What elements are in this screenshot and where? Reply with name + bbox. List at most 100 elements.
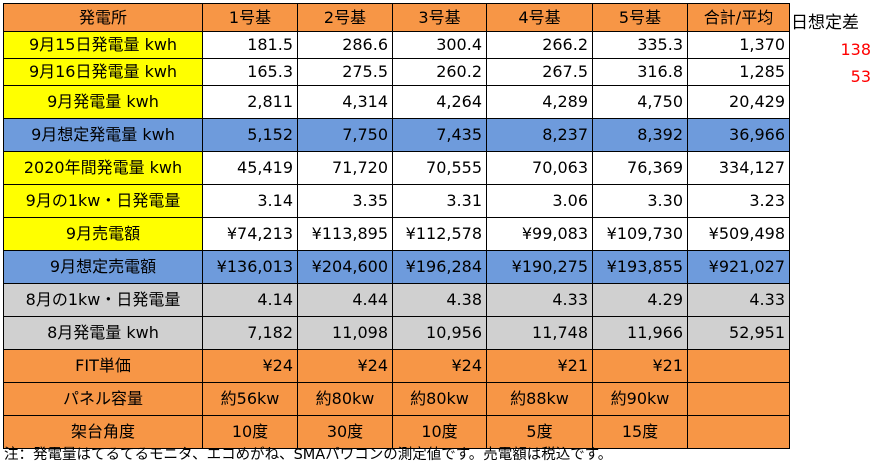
table-cell: 30度 — [297, 415, 393, 449]
table-cell: 165.3 — [202, 58, 298, 86]
table-cell: 181.5 — [202, 31, 298, 59]
table-cell: 275.5 — [297, 58, 393, 86]
table-cell: 1,285 — [687, 58, 790, 86]
table-row: 9月売電額 ¥74,213 ¥113,895 ¥112,578 ¥99,083 … — [3, 217, 790, 251]
row-label: 2020年間発電量 kwh — [3, 151, 203, 185]
table-cell: 約56kw — [202, 382, 298, 416]
power-generation-table: 発電所 1号基 2号基 3号基 4号基 5号基 合計/平均 9月15日発電量 k… — [3, 3, 790, 449]
table-cell: 11,966 — [592, 316, 688, 350]
table-cell: 約80kw — [297, 382, 393, 416]
table-cell: 3.30 — [592, 184, 688, 218]
table-cell: 4,314 — [297, 85, 393, 119]
table-cell: 3.35 — [297, 184, 393, 218]
table-cell: ¥21 — [486, 349, 593, 383]
header-cell: 2号基 — [297, 3, 393, 32]
row-label: 9月売電額 — [3, 217, 203, 251]
table-cell: ¥112,578 — [392, 217, 487, 251]
table-cell: 4.44 — [297, 283, 393, 317]
row-label: パネル容量 — [3, 382, 203, 416]
table-cell: 45,419 — [202, 151, 298, 185]
header-cell: 1号基 — [202, 3, 298, 32]
table-cell: 4.38 — [392, 283, 487, 317]
daily-expected-diff-value: 138 — [840, 40, 871, 59]
header-cell: 合計/平均 — [687, 3, 790, 32]
row-label: 9月想定発電量 kwh — [3, 118, 203, 152]
table-cell: ¥99,083 — [486, 217, 593, 251]
table-cell: 約88kw — [486, 382, 593, 416]
table-row: パネル容量 約56kw 約80kw 約80kw 約88kw 約90kw — [3, 382, 790, 416]
table-row: 8月発電量 kwh 7,182 11,098 10,956 11,748 11,… — [3, 316, 790, 350]
table-cell: ¥190,275 — [486, 250, 593, 284]
table-cell — [687, 349, 790, 383]
table-row: FIT単価 ¥24 ¥24 ¥24 ¥21 ¥21 — [3, 349, 790, 383]
row-label: 9月15日発電量 kwh — [3, 31, 203, 59]
table-cell: 8,392 — [592, 118, 688, 152]
table-cell: 11,748 — [486, 316, 593, 350]
table-cell: 5,152 — [202, 118, 298, 152]
table-cell: ¥21 — [592, 349, 688, 383]
table-cell: 5度 — [486, 415, 593, 449]
table-cell: ¥113,895 — [297, 217, 393, 251]
header-row: 発電所 1号基 2号基 3号基 4号基 5号基 合計/平均 — [3, 3, 790, 32]
table-cell: 300.4 — [392, 31, 487, 59]
header-cell: 5号基 — [592, 3, 688, 32]
table-cell: ¥74,213 — [202, 217, 298, 251]
table-cell: ¥193,855 — [592, 250, 688, 284]
row-label: 9月の1kw・日発電量 — [3, 184, 203, 218]
row-label: 8月の1kw・日発電量 — [3, 283, 203, 317]
table-cell: 70,063 — [486, 151, 593, 185]
table-cell: 36,966 — [687, 118, 790, 152]
table-cell: 260.2 — [392, 58, 487, 86]
table-cell: 15度 — [592, 415, 688, 449]
table-row: 9月想定売電額 ¥136,013 ¥204,600 ¥196,284 ¥190,… — [3, 250, 790, 284]
table-cell: 10度 — [392, 415, 487, 449]
table-cell: ¥24 — [392, 349, 487, 383]
table-cell: 11,098 — [297, 316, 393, 350]
table-cell: 7,435 — [392, 118, 487, 152]
table-row: 2020年間発電量 kwh 45,419 71,720 70,555 70,06… — [3, 151, 790, 185]
table-cell: ¥204,600 — [297, 250, 393, 284]
table-row: 9月16日発電量 kwh 165.3 275.5 260.2 267.5 316… — [3, 58, 790, 86]
table-cell: 7,182 — [202, 316, 298, 350]
table-cell: 4.33 — [486, 283, 593, 317]
table-cell: 4,289 — [486, 85, 593, 119]
table-cell: 10,956 — [392, 316, 487, 350]
table-cell: ¥196,284 — [392, 250, 487, 284]
table-cell: 約90kw — [592, 382, 688, 416]
table-cell: 約80kw — [392, 382, 487, 416]
table-cell: 266.2 — [486, 31, 593, 59]
row-label: FIT単価 — [3, 349, 203, 383]
table-row: 9月発電量 kwh 2,811 4,314 4,264 4,289 4,750 … — [3, 85, 790, 119]
table-cell: 316.8 — [592, 58, 688, 86]
table-cell: 267.5 — [486, 58, 593, 86]
table-row: 9月15日発電量 kwh 181.5 286.6 300.4 266.2 335… — [3, 31, 790, 59]
table-cell: 76,369 — [592, 151, 688, 185]
table-cell: 3.31 — [392, 184, 487, 218]
table-cell: 4.33 — [687, 283, 790, 317]
header-cell: 発電所 — [3, 3, 203, 32]
header-cell: 3号基 — [392, 3, 487, 32]
table-cell — [687, 382, 790, 416]
row-label: 架台角度 — [3, 415, 203, 449]
table-cell: 8,237 — [486, 118, 593, 152]
table-row: 9月の1kw・日発電量 3.14 3.35 3.31 3.06 3.30 3.2… — [3, 184, 790, 218]
table-cell: ¥136,013 — [202, 250, 298, 284]
header-cell: 4号基 — [486, 3, 593, 32]
footnote: 注：発電量はてるてるモニタ、エコめがね、SMAパワコンの測定値です。売電額は税込… — [4, 447, 613, 463]
table-cell: 4.29 — [592, 283, 688, 317]
table-cell: 3.06 — [486, 184, 593, 218]
table-cell: 7,750 — [297, 118, 393, 152]
table-cell: ¥109,730 — [592, 217, 688, 251]
table-row: 9月想定発電量 kwh 5,152 7,750 7,435 8,237 8,39… — [3, 118, 790, 152]
table-cell: 1,370 — [687, 31, 790, 59]
table-row: 8月の1kw・日発電量 4.14 4.44 4.38 4.33 4.29 4.3… — [3, 283, 790, 317]
table-cell: ¥509,498 — [687, 217, 790, 251]
row-label: 9月発電量 kwh — [3, 85, 203, 119]
table-cell: 20,429 — [687, 85, 790, 119]
table-cell: 286.6 — [297, 31, 393, 59]
daily-expected-diff-value: 53 — [850, 67, 871, 86]
table-cell: 3.23 — [687, 184, 790, 218]
table-cell: ¥24 — [297, 349, 393, 383]
row-label: 8月発電量 kwh — [3, 316, 203, 350]
table-cell: 71,720 — [297, 151, 393, 185]
